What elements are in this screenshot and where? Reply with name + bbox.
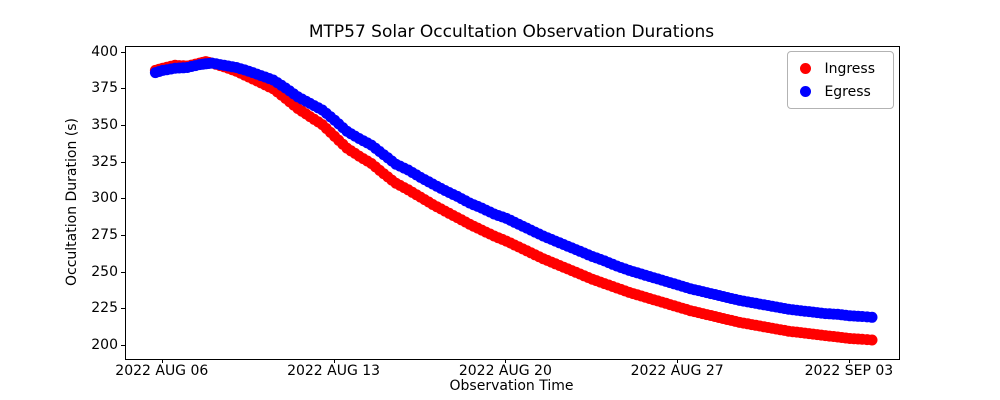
y-tick-label: 300 <box>91 190 118 207</box>
x-axis-label: Observation Time <box>449 378 574 394</box>
x-tick <box>677 359 679 363</box>
x-tick <box>505 359 507 363</box>
y-tick <box>121 88 125 90</box>
plot-area: Ingress Egress <box>125 46 900 360</box>
x-tick-label: 2022 AUG 06 <box>115 363 209 379</box>
x-tick <box>333 359 335 363</box>
y-tick <box>121 234 125 236</box>
y-tick-label: 325 <box>91 153 118 170</box>
x-tick-label: 2022 AUG 13 <box>287 363 381 379</box>
y-tick-label: 400 <box>91 43 118 60</box>
y-tick-label: 225 <box>91 300 118 317</box>
legend-item-egress: Egress <box>788 80 883 103</box>
y-tick-label: 275 <box>91 226 118 243</box>
y-tick <box>121 51 125 53</box>
x-tick <box>161 359 163 363</box>
legend: Ingress Egress <box>787 51 894 109</box>
y-tick <box>121 125 125 127</box>
data-points-egress <box>149 57 878 323</box>
y-tick <box>121 308 125 310</box>
y-tick-label: 250 <box>91 263 118 280</box>
y-tick-label: 375 <box>91 80 118 97</box>
legend-item-ingress: Ingress <box>788 57 883 80</box>
y-tick <box>121 271 125 273</box>
ingress-marker-icon <box>800 63 812 74</box>
y-tick <box>121 198 125 200</box>
y-tick <box>121 161 125 163</box>
legend-label-egress: Egress <box>824 83 871 100</box>
legend-label-ingress: Ingress <box>824 60 875 77</box>
egress-marker-icon <box>800 86 812 97</box>
y-tick <box>121 344 125 346</box>
x-tick-label: 2022 SEP 03 <box>804 363 894 379</box>
scatter-canvas <box>149 56 878 346</box>
y-tick-label: 350 <box>91 117 118 134</box>
chart-title: MTP57 Solar Occultation Observation Dura… <box>308 22 715 42</box>
x-tick-label: 2022 AUG 27 <box>630 363 724 379</box>
x-tick-label: 2022 AUG 20 <box>458 363 552 379</box>
x-tick <box>848 359 850 363</box>
y-tick-label: 200 <box>91 336 118 353</box>
